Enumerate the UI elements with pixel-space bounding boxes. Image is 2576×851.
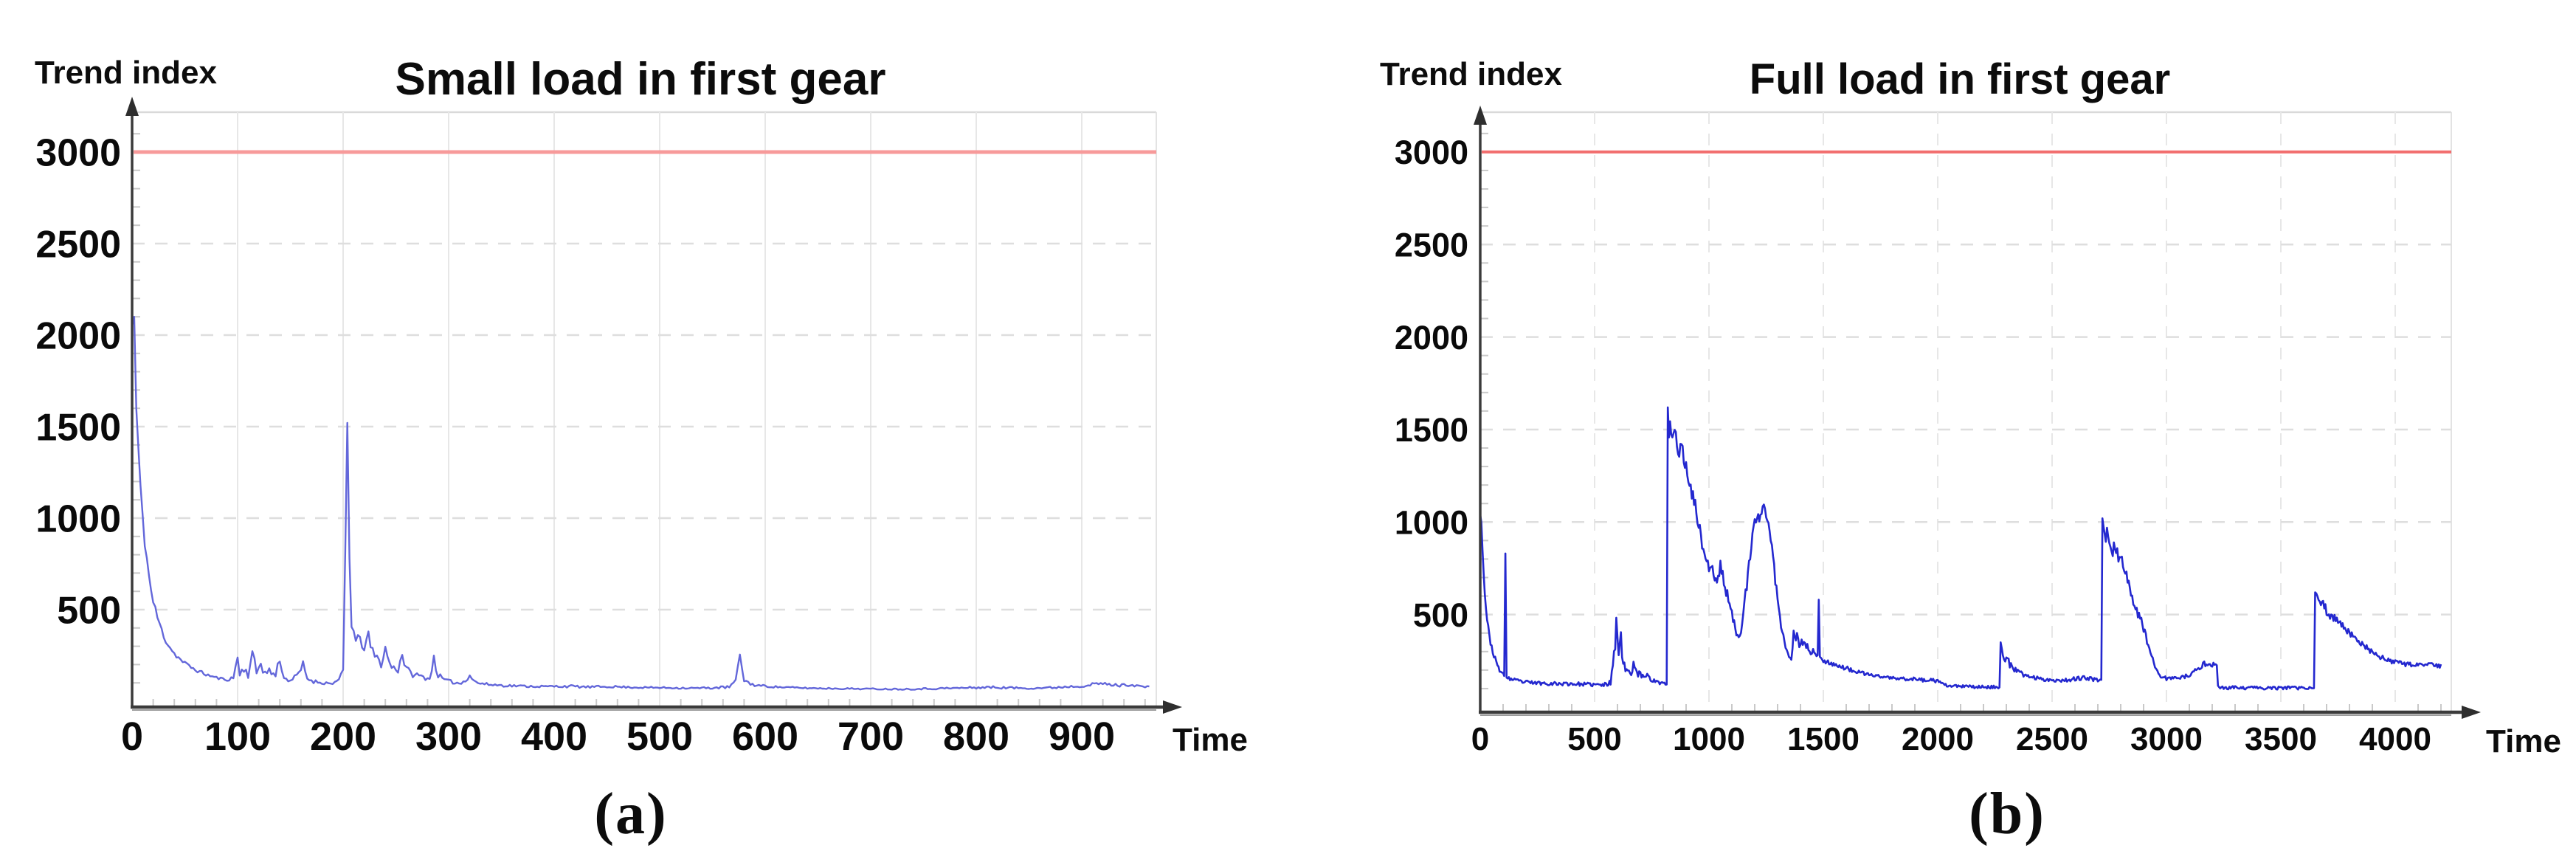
axes — [125, 97, 1182, 714]
y-tick-label: 500 — [57, 590, 121, 633]
y-tick-label: 2000 — [35, 315, 121, 358]
y-tick-label: 3000 — [35, 132, 121, 175]
x-tick-label: 1500 — [1787, 721, 1860, 757]
x-tick-label: 200 — [310, 714, 376, 759]
caption-a: (a) — [594, 782, 668, 847]
caption-b: (b) — [1969, 782, 2045, 847]
x-tick-label: 100 — [204, 714, 271, 759]
x-tick-label: 0 — [121, 714, 143, 759]
y-axis-arrow-icon — [125, 97, 139, 116]
x-tick-label: 0 — [1471, 721, 1489, 757]
chart-title-b: Full load in first gear — [1749, 55, 2171, 103]
y-tick-label: 2000 — [1395, 319, 1468, 356]
x-tick-label: 500 — [1567, 721, 1621, 757]
y-axis-label-b: Trend index — [1380, 56, 1562, 92]
y-tick-label: 3000 — [1395, 134, 1468, 171]
x-axis-arrow-icon — [1163, 700, 1182, 714]
chart-title-a: Small load in first gear — [395, 54, 886, 105]
y-tick-label: 1000 — [35, 498, 121, 541]
x-tick-label: 700 — [838, 714, 904, 759]
x-axis-label-a: Time — [1173, 722, 1248, 758]
x-axis-label-b: Time — [2486, 723, 2561, 759]
x-tick-label: 3000 — [2130, 721, 2203, 757]
y-tick-label: 1500 — [35, 407, 121, 449]
y-tick-label: 2500 — [35, 224, 121, 266]
y-tick-label: 500 — [1413, 596, 1468, 634]
y-axis-arrow-icon — [1474, 106, 1487, 125]
chart-b: 0 500 1000 1500 2000 2500 3000 3500 4000 500 1000 1… — [1395, 106, 2481, 757]
y-tick-label: 1000 — [1395, 504, 1468, 542]
x-tick-label: 4000 — [2359, 721, 2431, 757]
y-tick-label: 2500 — [1395, 226, 1468, 263]
x-tick-label: 900 — [1049, 714, 1115, 759]
axes — [1474, 106, 2481, 719]
x-tick-label: 600 — [732, 714, 798, 759]
x-axis-arrow-icon — [2462, 706, 2481, 719]
x-tick-label: 2000 — [1902, 721, 1974, 757]
x-tick-label: 3500 — [2245, 721, 2317, 757]
x-tick-label: 400 — [521, 714, 587, 759]
chart-a: 0 100 200 300 400 500 600 700 800 900 500 1000 1500 2… — [35, 97, 1182, 759]
x-tick-label: 500 — [626, 714, 693, 759]
minor-ticks — [1480, 132, 2442, 712]
gridlines — [1480, 112, 2451, 712]
tick-labels: 0 100 200 300 400 500 600 700 800 900 500 1000 1500 2… — [35, 132, 1115, 759]
tick-labels: 0 500 1000 1500 2000 2500 3000 3500 4000 500 1000 1… — [1395, 134, 2431, 757]
y-tick-label: 1500 — [1395, 411, 1468, 449]
minor-ticks — [132, 133, 1146, 707]
trend-series — [131, 316, 1150, 691]
x-tick-label: 2500 — [2016, 721, 2088, 757]
gridlines — [132, 112, 1156, 707]
x-tick-label: 300 — [415, 714, 482, 759]
x-tick-label: 800 — [943, 714, 1009, 759]
x-tick-label: 1000 — [1673, 721, 1745, 757]
y-axis-label-a: Trend index — [35, 55, 217, 91]
trend-series — [1479, 406, 2442, 691]
